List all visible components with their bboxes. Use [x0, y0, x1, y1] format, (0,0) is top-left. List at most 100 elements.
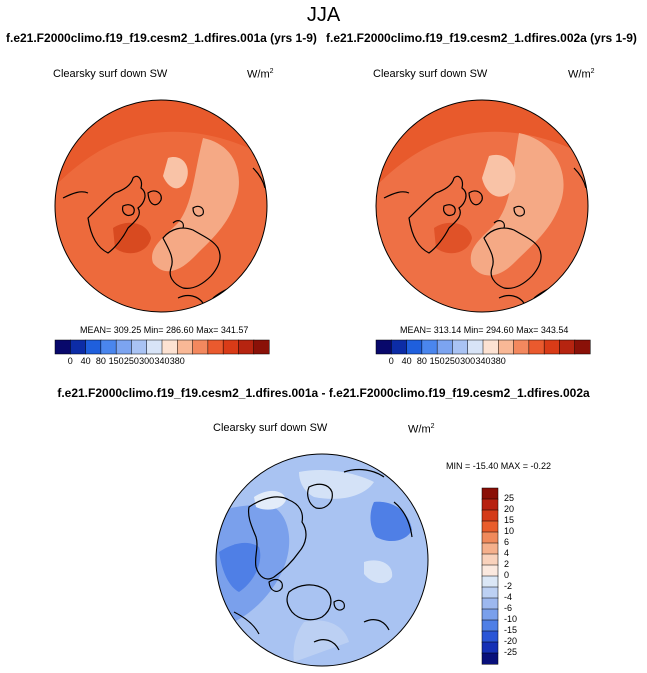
diff-colorbar-tick-label: 10: [504, 526, 515, 536]
diff-colorbar-tick-label: -4: [504, 592, 513, 602]
panel1-colorbar-tick-label: 380: [169, 356, 185, 366]
diff-colorbar-tick-label: 2: [504, 559, 510, 569]
panel1-colorbar-swatch: [253, 339, 270, 355]
diff-variable: Clearsky surf down SW: [213, 422, 328, 434]
panel1-field-greenland: [113, 222, 151, 254]
panel2-colorbar-labels: 0 40 80 150 250 300 340 380: [376, 356, 590, 368]
diff-colorbar-tick-label: 6: [504, 537, 510, 547]
diff-title: f.e21.F2000climo.f19_f19.cesm2_1.dfires.…: [57, 386, 590, 400]
diff-colorbar-tick-label: 25: [504, 493, 515, 503]
panel1-title: f.e21.F2000climo.f19_f19.cesm2_1.dfires.…: [6, 31, 317, 45]
diff-colorbar-swatch: [481, 652, 499, 665]
panel2-colorbar-tick-label: 80: [416, 356, 427, 366]
panel1-colorbar-tick-label: 150: [108, 356, 124, 366]
panel2-stats: MEAN= 313.14 Min= 294.60 Max= 343.54: [400, 325, 569, 335]
panel1-map: [54, 99, 268, 313]
panel1-stats: MEAN= 309.25 Min= 286.60 Max= 341.57: [80, 325, 249, 335]
panel2-units-sup: 2: [590, 68, 595, 75]
panel1-colorbar-tick-label: 250: [123, 356, 139, 366]
panel2-colorbar-tick-label: 150: [429, 356, 445, 366]
diff-stats: MIN = -15.40 MAX = -0.22: [446, 461, 552, 471]
panel2-field-lower: [482, 154, 516, 197]
panel1-colorbar-tick-label: 40: [80, 356, 91, 366]
panel1-colorbar-swatch: [131, 339, 148, 355]
panel1-colorbar-swatch: [70, 339, 87, 355]
panel1-colorbar-tick-label: 80: [95, 356, 106, 366]
diff-colorbar-swatch: [481, 586, 499, 599]
diff-colorbar-tick-label: 15: [504, 515, 515, 525]
panel1-colorbar-tick-label: 0: [67, 356, 73, 366]
panel2-colorbar-swatch: [375, 339, 392, 355]
panel2-colorbar-swatch: [498, 339, 515, 355]
panel1-field-lower: [163, 157, 188, 189]
diff-colorbar-swatch: [481, 542, 499, 555]
panel1-colorbar-swatch: [207, 339, 224, 355]
diff-field-strong-west: [219, 542, 261, 592]
panel1-colorbar-swatch: [115, 339, 132, 355]
diff-field-weak-north: [299, 470, 374, 499]
diff-colorbar-swatch: [481, 630, 499, 643]
panel1-units-sup: 2: [269, 68, 274, 75]
panel2-colorbar-swatch: [436, 339, 453, 355]
diff-units: W/m2: [408, 423, 435, 436]
panel2-field-high: [376, 100, 588, 188]
diff-map-border: [215, 453, 429, 667]
diff-units-base: W/m: [408, 423, 431, 436]
panel2-colorbar-tick-label: 340: [475, 356, 491, 366]
panel2-colorbar-tick-label: 380: [490, 356, 506, 366]
panel2-units-base: W/m: [568, 68, 591, 81]
diff-colorbar-tick-label: 20: [504, 504, 515, 514]
panel2-colorbar-swatch: [421, 339, 438, 355]
panel2-colorbar-swatch: [574, 339, 591, 355]
panel1-colorbar-tick-label: 340: [154, 356, 170, 366]
diff-colorbar-labels: 25 20 15 10 6 4 2 0 -2 -4 -6 -10 -15 -20 -25: [504, 488, 534, 664]
panel2-colorbar-swatch: [391, 339, 408, 355]
panel1-colorbar: [54, 339, 270, 355]
panel1-colorbar-labels: 0 40 80 150 250 300 340 380: [55, 356, 269, 368]
panel2-colorbar-swatch: [482, 339, 499, 355]
panel1-colorbar-swatch: [161, 339, 178, 355]
diff-colorbar-tick-label: -2: [504, 581, 513, 591]
panel1-colorbar-tick-label: 300: [139, 356, 155, 366]
panel1-colorbar-swatch: [54, 339, 71, 355]
panel2-colorbar-tick-label: 0: [388, 356, 394, 366]
diff-colorbar-swatch: [481, 575, 499, 588]
panel1-colorbar-swatch: [177, 339, 194, 355]
panel2-colorbar: [375, 339, 591, 355]
diff-colorbar-tick-label: 0: [504, 570, 510, 580]
panel2-colorbar-swatch: [543, 339, 560, 355]
diff-field-weak-east: [364, 560, 393, 584]
panel2-colorbar-swatch: [406, 339, 423, 355]
panel2-units: W/m2: [568, 68, 595, 81]
panel2-colorbar-swatch: [559, 339, 576, 355]
diff-colorbar-tick-label: 4: [504, 548, 510, 558]
diff-colorbar-swatch: [481, 487, 499, 500]
diff-colorbar-swatch: [481, 597, 499, 610]
panel2-colorbar-swatch: [528, 339, 545, 355]
panel2-field-greenland: [434, 222, 472, 254]
panel1-field-low: [152, 138, 239, 272]
panel2-colorbar-swatch: [452, 339, 469, 355]
panel2-colorbar-swatch: [467, 339, 484, 355]
diff-map: [215, 453, 429, 667]
panel1-colorbar-swatch: [85, 339, 102, 355]
diff-coastlines: [233, 468, 413, 651]
diff-colorbar-swatch: [481, 509, 499, 522]
diff-colorbar-swatch: [481, 641, 499, 654]
diff-colorbar-swatch: [481, 619, 499, 632]
diff-colorbar-swatch: [481, 608, 499, 621]
panel2-field-low: [470, 133, 564, 276]
panel1-colorbar-swatch: [100, 339, 117, 355]
diff-colorbar-tick-label: -6: [504, 603, 513, 613]
diff-colorbar-tick-label: -25: [504, 647, 518, 657]
diff-colorbar-swatch: [481, 553, 499, 566]
diff-colorbar-swatch: [481, 564, 499, 577]
panel2-map-border: [375, 99, 589, 313]
panel1-colorbar-swatch: [146, 339, 163, 355]
panel2-colorbar-tick-label: 250: [444, 356, 460, 366]
diff-colorbar-tick-label: -10: [504, 614, 518, 624]
diff-colorbar-swatch: [481, 520, 499, 533]
panel1-colorbar-swatch: [222, 339, 239, 355]
panel2-colorbar-tick-label: 40: [401, 356, 412, 366]
panel1-units-base: W/m: [247, 68, 270, 81]
